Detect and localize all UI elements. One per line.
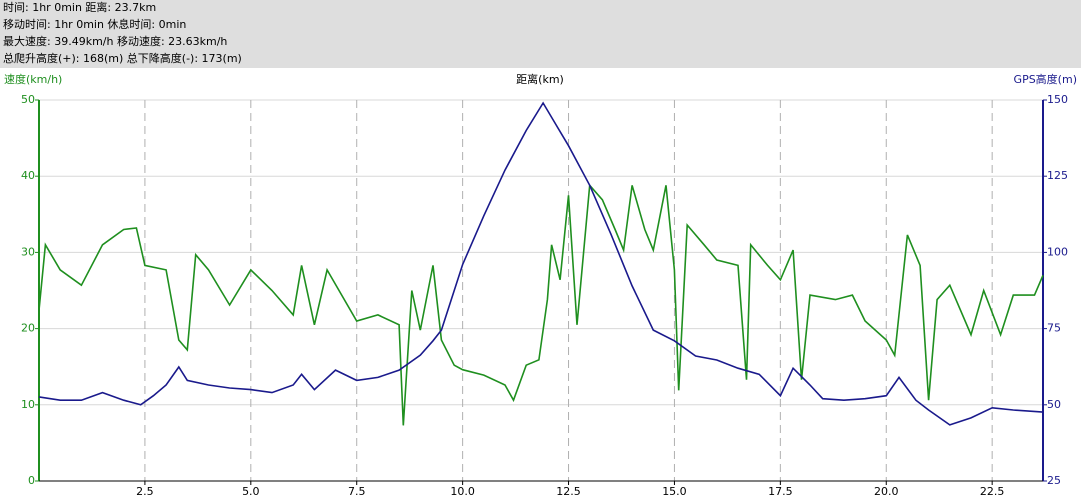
y-tick-label: 40 [21, 169, 35, 182]
summary-line: 移动时间: 1hr 0min 休息时间: 0min [3, 17, 186, 31]
x-tick-label: 15.0 [662, 485, 687, 498]
summary-panel [0, 0, 1081, 68]
y-tick-label: 0 [28, 474, 35, 487]
y2-tick-label: 25 [1047, 474, 1061, 487]
y-tick-label: 50 [21, 93, 35, 106]
y-tick-label: 10 [21, 398, 35, 411]
x-tick-label: 2.5 [136, 485, 154, 498]
y-tick-label: 30 [21, 245, 35, 258]
summary-line: 总爬升高度(+): 168(m) 总下降高度(-): 173(m) [3, 51, 242, 65]
x-tick-label: 17.5 [768, 485, 793, 498]
x-tick-label: 22.5 [980, 485, 1005, 498]
x-tick-label: 7.5 [348, 485, 366, 498]
y2-tick-label: 125 [1047, 169, 1068, 182]
y2-axis-title: GPS高度(m) [1014, 72, 1077, 86]
x-axis-title: 距离(km) [516, 72, 564, 86]
y-tick-label: 20 [21, 322, 35, 335]
series-line [38, 101, 1044, 426]
y-axis-title: 速度(km/h) [4, 72, 62, 86]
summary-line: 最大速度: 39.49km/h 移动速度: 23.63km/h [3, 34, 227, 48]
y2-tick-label: 50 [1047, 398, 1061, 411]
y2-tick-label: 150 [1047, 93, 1068, 106]
series-line [38, 183, 1044, 426]
y2-tick-label: 100 [1047, 245, 1068, 258]
x-tick-label: 10.0 [450, 485, 475, 498]
x-tick-label: 12.5 [556, 485, 581, 498]
y2-tick-label: 75 [1047, 322, 1061, 335]
x-tick-label: 20.0 [874, 485, 899, 498]
summary-line: 时间: 1hr 0min 距离: 23.7km [3, 0, 156, 14]
x-tick-label: 5.0 [242, 485, 260, 498]
